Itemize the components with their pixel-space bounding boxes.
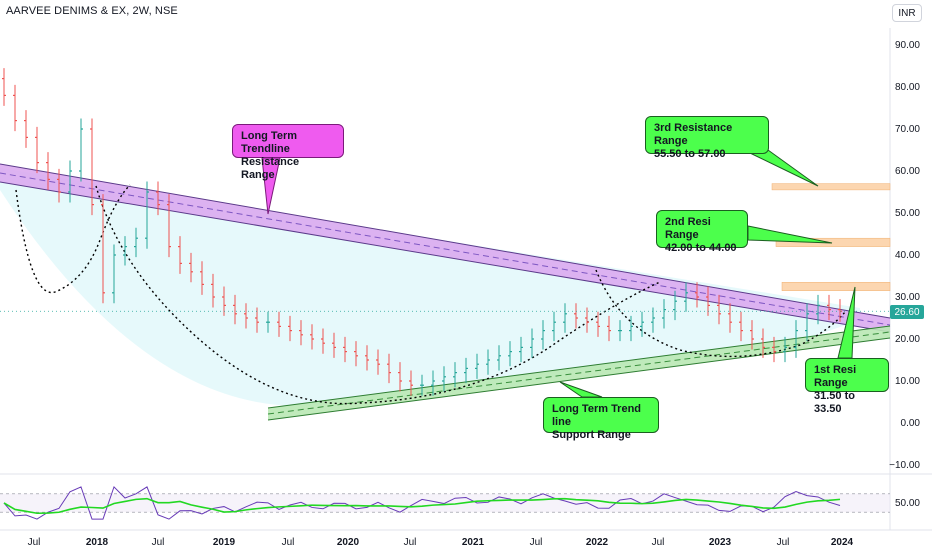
support-lower-line: [267, 337, 891, 421]
resistance-annotation-pointer: [261, 157, 281, 215]
resistance-range-box-3: [781, 282, 891, 291]
time-tick-label: 2021: [462, 537, 485, 548]
rsi-ma-line: [3, 497, 841, 515]
support-upper-line: [267, 325, 891, 409]
time-tick-label: 2024: [831, 537, 854, 548]
time-tick-label: 2019: [213, 537, 236, 548]
resistance-range-box-2: [775, 237, 891, 247]
time-tick-label: 2018: [86, 537, 109, 548]
time-tick-label: Jul: [152, 537, 165, 548]
time-tick-label: Jul: [404, 537, 417, 548]
cup-fill-region: [0, 168, 860, 406]
resistance-range-box-1: [771, 183, 891, 191]
currency-button[interactable]: INR: [892, 4, 922, 22]
price-tick-label: 90.00: [895, 40, 920, 51]
rsi-line: [3, 485, 841, 520]
third-resistance-annotation[interactable]: 3rd Resistance Range 55.50 to 57.00: [645, 116, 769, 160]
time-tick-label: Jul: [652, 537, 665, 548]
resistance-mid-line: [0, 172, 891, 326]
time-tick-label: Jul: [282, 537, 295, 548]
time-tick-label: 2020: [337, 537, 360, 548]
price-tick-label: 0.00: [901, 418, 921, 429]
price-tick-label: 20.00: [895, 334, 920, 345]
price-tick-label: −10.00: [889, 460, 920, 471]
main-cup-curve: [95, 185, 661, 405]
support-annotation-pointer: [559, 381, 603, 398]
symbol-title: AARVEE DENIMS & EX, 2W, NSE: [6, 5, 178, 17]
resistance-lower-line: [0, 181, 891, 333]
time-tick-label: Jul: [777, 537, 790, 548]
price-tick-label: 40.00: [895, 250, 920, 261]
time-tick-label: Jul: [28, 537, 41, 548]
second-resistance-annotation[interactable]: 2nd Resi Range 42.00 to 44.00: [656, 210, 748, 254]
last-price-tag: 26.60: [890, 305, 924, 319]
time-tick-label: Jul: [530, 537, 543, 548]
right-cup-curve: [595, 269, 846, 358]
price-tick-label: 60.00: [895, 166, 920, 177]
resistance-band: [0, 164, 890, 332]
price-tick-label: 70.00: [895, 124, 920, 135]
price-tick-label: 10.00: [895, 376, 920, 387]
time-tick-label: 2023: [709, 537, 732, 548]
resistance-upper-line: [0, 163, 891, 319]
support-mid-line: [267, 331, 891, 415]
price-tick-label: 80.00: [895, 82, 920, 93]
first-resistance-annotation[interactable]: 1st Resi Range 31.50 to 33.50: [805, 358, 889, 415]
resistance-trendline-annotation[interactable]: Long Term Trendline Resistance Range: [232, 124, 344, 181]
rsi-tick-label: 50.00: [895, 498, 920, 509]
time-tick-label: 2022: [586, 537, 609, 548]
price-tick-label: 30.00: [895, 292, 920, 303]
support-trendline-annotation[interactable]: Long Term Trend line Support Range: [543, 397, 659, 441]
price-tick-label: 50.00: [895, 208, 920, 219]
third-resistance-pointer: [750, 149, 819, 187]
small-cup-curve: [15, 184, 131, 294]
second-resistance-pointer: [747, 225, 833, 244]
